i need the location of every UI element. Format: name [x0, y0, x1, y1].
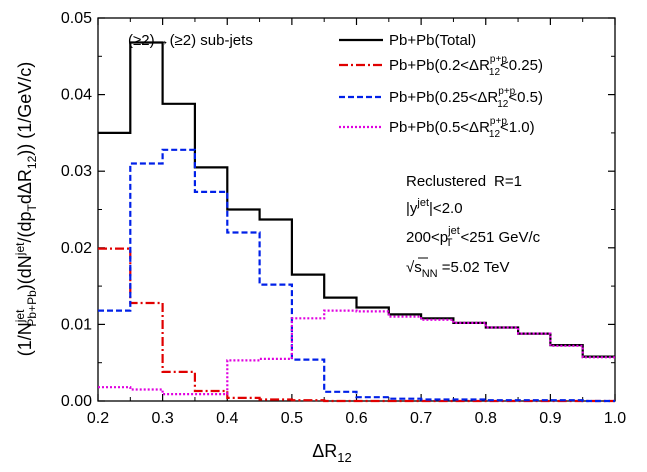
y-axis: 0.00 0.01 0.02 0.03 0.04 0.05 [61, 10, 615, 410]
y-tick-label: 0.05 [61, 10, 92, 27]
x-tick-label: 0.7 [410, 410, 432, 427]
x-tick-label: 0.3 [152, 410, 174, 427]
x-tick-label: 0.4 [216, 410, 238, 427]
x-tick-label: 0.2 [87, 410, 109, 427]
series-line-1 [98, 247, 615, 403]
annotation-block: Reclustered R=1 |yjet|<2.0 200<pjet T <251 … [406, 173, 541, 280]
x-tick-label: 0.9 [539, 410, 561, 427]
y-tick-label: 0.03 [61, 163, 92, 180]
annotation-energy: √sNN =5.02 TeV [406, 259, 510, 280]
annotation-pt: 200<pjet T <251 GeV/c [406, 225, 541, 249]
legend-title: (≥2)→(≥2) sub-jets [128, 32, 253, 49]
series-line-2 [98, 148, 615, 403]
series-layer [98, 41, 615, 403]
x-tick-label: 0.5 [281, 410, 303, 427]
series-line-3 [98, 309, 615, 396]
annotation-rapidity: |yjet|<2.0 [406, 197, 463, 217]
legend-label-total: Pb+Pb(Total) [389, 32, 476, 49]
plot-frame [97, 17, 616, 402]
y-tick-label: 0.00 [61, 393, 92, 410]
y-tick-label: 0.02 [61, 240, 92, 257]
x-tick-label: 0.8 [475, 410, 497, 427]
y-axis-title: (1/NjetPb+Pb)(dNjet/(dpTdΔR12)) (1/GeV/c… [13, 62, 39, 357]
y-tick-label: 0.04 [61, 87, 92, 104]
annotation-reclustered: Reclustered R=1 [406, 173, 522, 190]
legend: (≥2)→(≥2) sub-jets Pb+Pb(Total) Pb+Pb(0.… [128, 32, 543, 140]
x-tick-label: 1.0 [604, 410, 626, 427]
legend-label-high: Pb+Pb(0.5<ΔRp+p 12<1.0) [389, 116, 535, 140]
legend-label-low: Pb+Pb(0.2<ΔRp+p 12<0.25) [389, 54, 543, 78]
x-axis-title: ΔR12 [312, 441, 352, 465]
x-axis: 0.2 0.3 0.4 0.5 0.6 0.7 0.8 0.9 1.0 [87, 18, 626, 427]
x-tick-label: 0.6 [345, 410, 367, 427]
legend-label-mid: Pb+Pb(0.25<ΔRp+p 12<0.5) [389, 86, 543, 110]
y-tick-label: 0.01 [61, 316, 92, 333]
